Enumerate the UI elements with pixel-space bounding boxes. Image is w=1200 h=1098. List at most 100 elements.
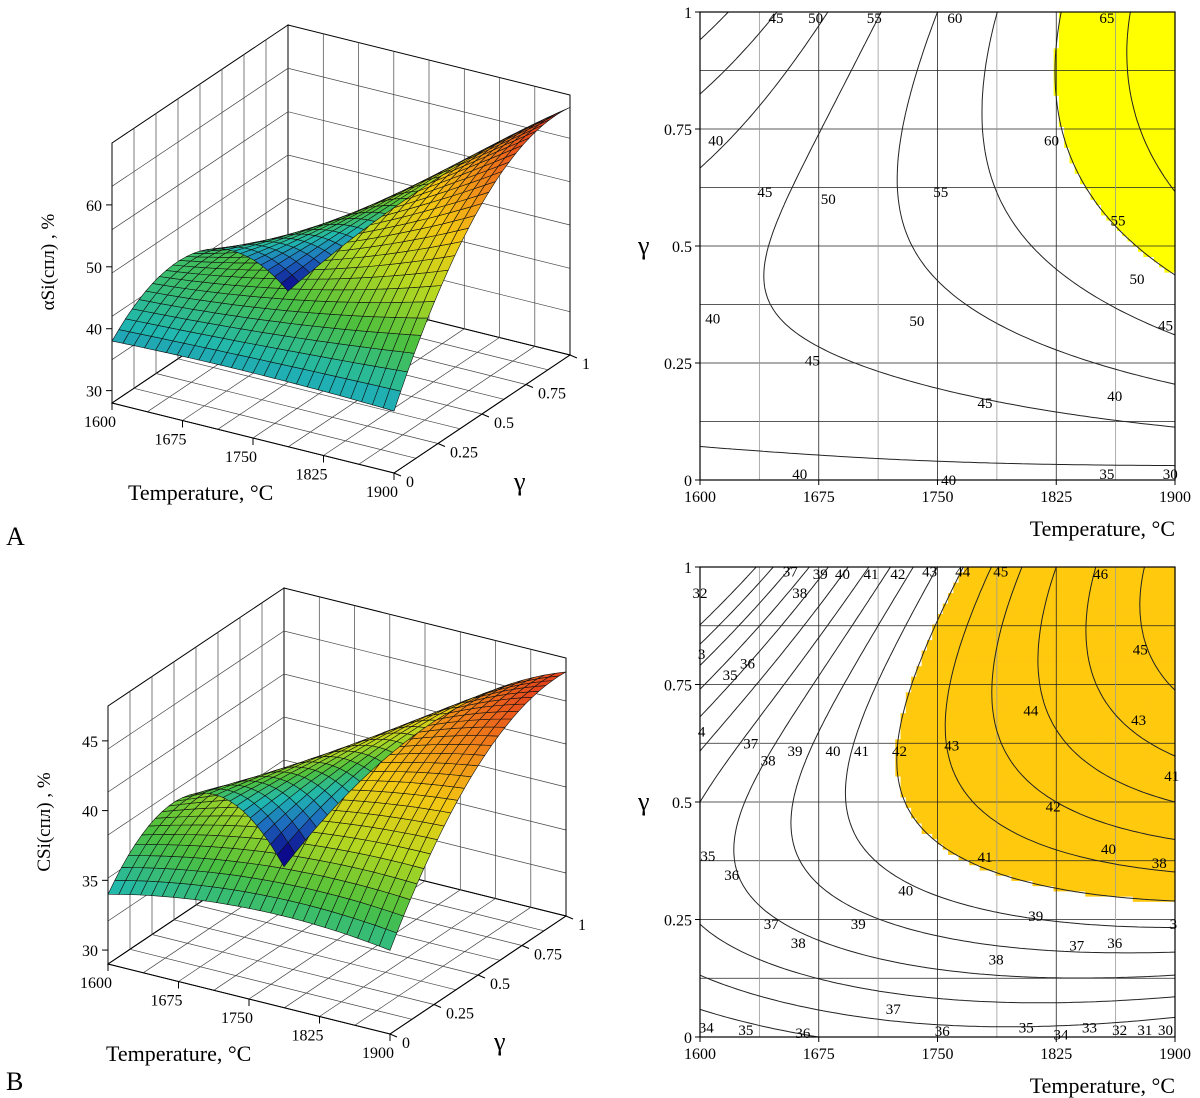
highlight-cell bbox=[1111, 859, 1118, 866]
highlight-cell bbox=[1106, 199, 1113, 205]
highlight-cell bbox=[953, 713, 960, 720]
highlight-cell bbox=[1143, 194, 1150, 200]
highlight-cell bbox=[1169, 220, 1176, 226]
highlight-cell bbox=[1048, 880, 1055, 887]
highlight-cell bbox=[1090, 796, 1097, 803]
highlight-cell bbox=[942, 624, 949, 631]
highlight-cell bbox=[1000, 697, 1007, 704]
highlight-cell bbox=[1069, 650, 1076, 657]
highlight-cell bbox=[1095, 697, 1102, 704]
highlight-cell bbox=[1069, 749, 1076, 756]
highlight-cell bbox=[1127, 110, 1134, 117]
highlight-cell bbox=[1111, 147, 1118, 153]
highlight-cell bbox=[1116, 812, 1123, 819]
highlight-cell bbox=[1153, 79, 1160, 86]
highlight-cell bbox=[1127, 739, 1134, 746]
highlight-cell bbox=[1016, 791, 1023, 798]
highlight-cell bbox=[1148, 849, 1155, 855]
highlight-cell bbox=[926, 692, 933, 699]
highlight-cell bbox=[1085, 95, 1092, 101]
highlight-cell bbox=[958, 702, 965, 709]
highlight-cell bbox=[969, 734, 976, 740]
highlight-cell bbox=[1074, 786, 1081, 793]
highlight-cell bbox=[1148, 43, 1155, 49]
x-tick-label: 1825 bbox=[292, 1028, 324, 1045]
highlight-cell bbox=[1164, 802, 1171, 808]
highlight-cell bbox=[1106, 875, 1113, 881]
highlight-cell bbox=[958, 786, 965, 793]
highlight-cell bbox=[990, 650, 997, 657]
highlight-cell bbox=[1111, 188, 1118, 195]
highlight-cell bbox=[1169, 204, 1176, 211]
highlight-cell bbox=[1011, 640, 1018, 646]
highlight-cell bbox=[1143, 739, 1150, 746]
highlight-cell bbox=[1106, 121, 1113, 127]
highlight-cell bbox=[1095, 152, 1102, 159]
highlight-cell bbox=[1058, 859, 1065, 866]
highlight-cell bbox=[953, 744, 960, 751]
highlight-cell bbox=[1037, 692, 1044, 699]
highlight-cell bbox=[1048, 728, 1055, 735]
highlight-cell bbox=[1138, 650, 1144, 657]
highlight-cell bbox=[948, 765, 954, 772]
highlight-cell bbox=[926, 728, 933, 735]
highlight-cell bbox=[937, 791, 944, 798]
highlight-cell bbox=[937, 687, 944, 693]
highlight-cell bbox=[958, 723, 965, 730]
highlight-cell bbox=[1101, 178, 1107, 185]
highlight-cell bbox=[1048, 655, 1055, 662]
highlight-cell bbox=[1122, 22, 1129, 29]
highlight-cell bbox=[1101, 781, 1107, 787]
highlight-cell bbox=[1095, 661, 1102, 667]
highlight-cell bbox=[1074, 760, 1081, 767]
highlight-cell bbox=[937, 739, 944, 746]
highlight-cell bbox=[1085, 781, 1092, 787]
highlight-cell bbox=[1138, 53, 1144, 60]
highlight-cell bbox=[1116, 147, 1123, 153]
highlight-cell bbox=[921, 786, 928, 793]
highlight-cell bbox=[1006, 734, 1012, 740]
highlight-cell bbox=[1064, 100, 1071, 107]
highlight-cell bbox=[963, 838, 970, 845]
highlight-cell bbox=[1116, 32, 1123, 39]
highlight-cell bbox=[1122, 802, 1129, 808]
y-tick-label: 0 bbox=[402, 1035, 410, 1052]
highlight-cell bbox=[1106, 728, 1113, 735]
highlight-cell bbox=[1011, 864, 1018, 871]
highlight-cell bbox=[1090, 854, 1097, 861]
highlight-cell bbox=[1148, 619, 1155, 626]
highlight-cell bbox=[1138, 859, 1144, 866]
highlight-cell bbox=[1148, 84, 1155, 91]
highlight-cell bbox=[926, 734, 933, 740]
highlight-cell bbox=[1116, 162, 1123, 169]
highlight-cell bbox=[1164, 650, 1171, 657]
highlight-cell bbox=[1132, 697, 1139, 704]
highlight-cell bbox=[1074, 152, 1081, 159]
highlight-cell bbox=[1169, 105, 1176, 112]
highlight-cell bbox=[1021, 629, 1028, 636]
highlight-cell bbox=[932, 734, 939, 740]
highlight-cell bbox=[1011, 843, 1018, 850]
highlight-cell bbox=[1122, 629, 1129, 636]
highlight-cell bbox=[911, 687, 917, 693]
highlight-cell bbox=[1090, 723, 1097, 730]
highlight-cell bbox=[1074, 32, 1081, 39]
highlight-cell bbox=[1127, 666, 1134, 673]
highlight-cell bbox=[1153, 90, 1160, 96]
highlight-cell bbox=[1027, 708, 1034, 714]
highlight-cell bbox=[1074, 640, 1081, 646]
highlight-cell bbox=[1153, 796, 1160, 803]
highlight-cell bbox=[1064, 734, 1071, 740]
highlight-cell bbox=[948, 791, 954, 798]
highlight-cell bbox=[932, 687, 939, 693]
highlight-cell bbox=[1138, 802, 1144, 808]
highlight-cell bbox=[926, 708, 933, 714]
highlight-cell bbox=[1127, 708, 1134, 714]
highlight-cell bbox=[1132, 136, 1139, 143]
highlight-cell bbox=[995, 828, 1002, 834]
highlight-cell bbox=[958, 728, 965, 735]
highlight-cell bbox=[958, 666, 965, 673]
highlight-cell bbox=[1074, 708, 1081, 714]
highlight-cell bbox=[1080, 687, 1086, 693]
highlight-cell bbox=[1111, 838, 1118, 845]
